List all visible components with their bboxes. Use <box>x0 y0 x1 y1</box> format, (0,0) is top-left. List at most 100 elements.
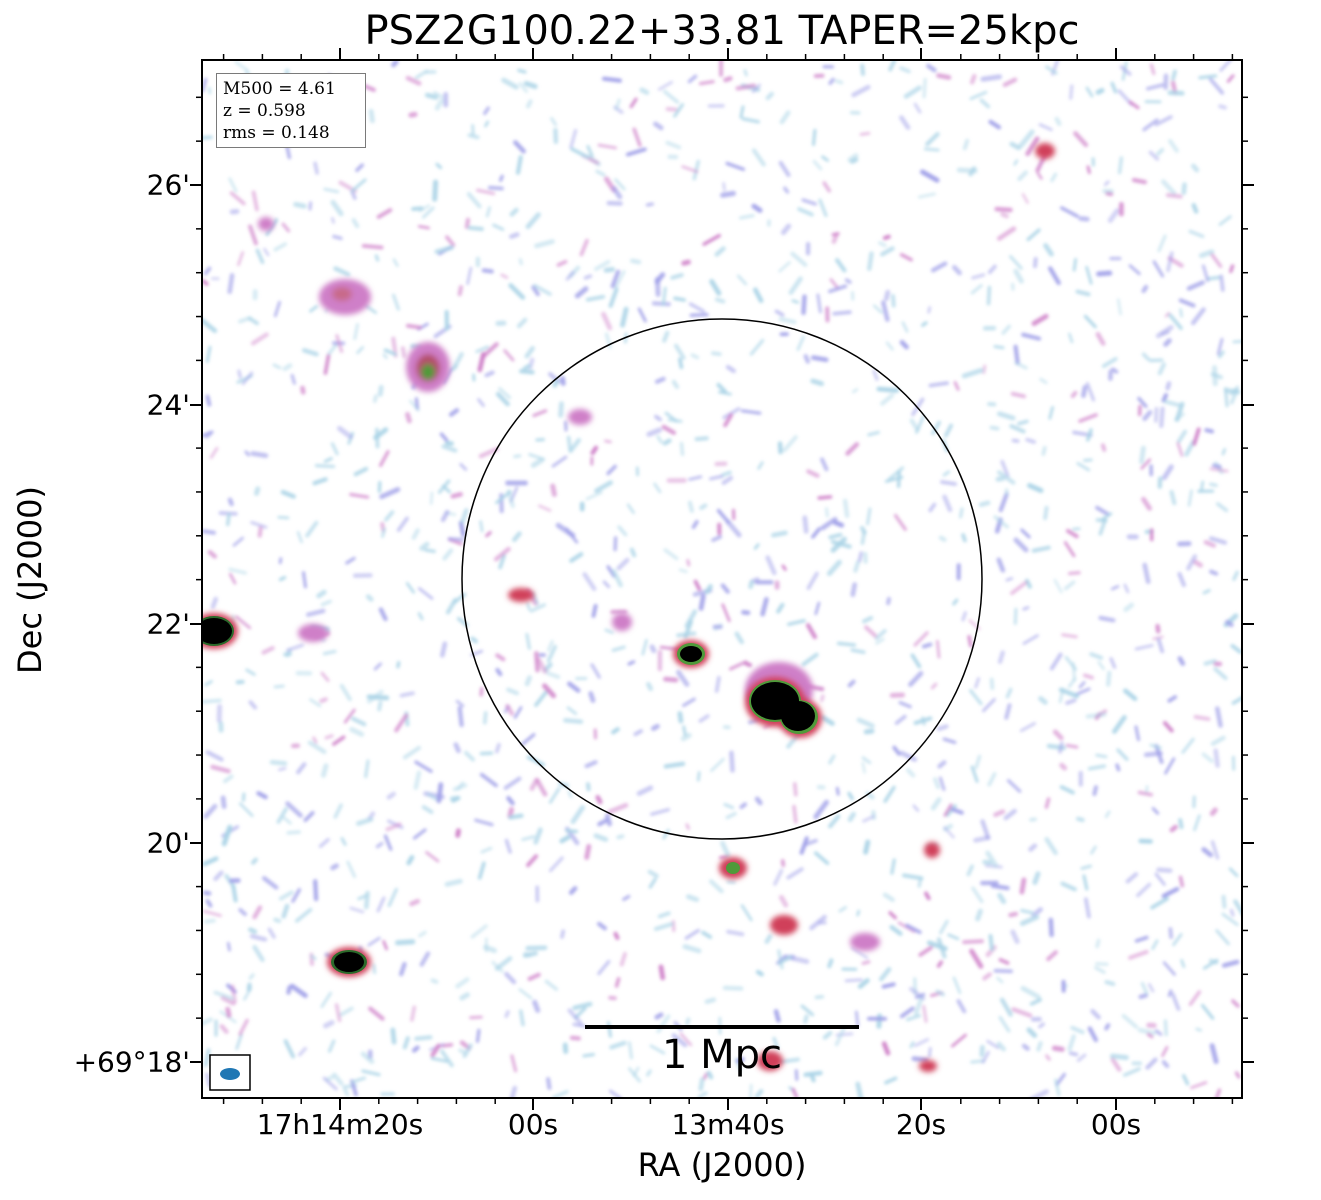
noise-speckle <box>565 270 575 281</box>
noise-speckle <box>1156 867 1173 873</box>
noise-speckle <box>510 1054 518 1073</box>
noise-speckle <box>1087 764 1107 771</box>
noise-speckle <box>430 1057 449 1063</box>
noise-speckle <box>969 689 983 706</box>
noise-speckle <box>1075 289 1091 297</box>
noise-speckle <box>986 285 992 306</box>
noise-speckle <box>567 790 573 799</box>
noise-speckle <box>911 1056 929 1063</box>
noise-speckle <box>330 442 339 456</box>
noise-speckle <box>952 598 959 606</box>
noise-speckle <box>726 880 736 885</box>
noise-speckle <box>836 641 857 647</box>
noise-speckle <box>1072 258 1077 272</box>
noise-speckle <box>409 399 420 412</box>
noise-speckle <box>1145 785 1149 794</box>
noise-speckle <box>1221 959 1240 968</box>
noise-speckle <box>739 802 747 809</box>
noise-speckle <box>1161 464 1174 481</box>
noise-speckle <box>574 286 589 299</box>
noise-speckle <box>861 761 866 774</box>
noise-speckle <box>458 1048 467 1055</box>
noise-speckle <box>886 596 891 606</box>
noise-speckle <box>662 438 672 446</box>
noise-speckle <box>905 1014 922 1022</box>
noise-speckle <box>1019 914 1040 926</box>
noise-speckle <box>997 470 1016 485</box>
noise-speckle <box>230 984 237 1004</box>
noise-speckle <box>457 285 463 297</box>
noise-speckle <box>913 716 933 725</box>
noise-speckle <box>834 79 844 85</box>
noise-speckle <box>525 99 533 109</box>
noise-speckle <box>409 898 421 907</box>
noise-speckle <box>853 560 860 573</box>
noise-speckle <box>1186 280 1205 291</box>
noise-speckle <box>463 750 476 762</box>
noise-speckle <box>936 639 941 659</box>
noise-speckle <box>548 787 561 804</box>
noise-speckle <box>1043 505 1049 521</box>
noise-speckle <box>988 119 1001 130</box>
noise-speckle <box>891 294 896 308</box>
noise-speckle <box>844 978 863 983</box>
noise-speckle <box>368 108 375 124</box>
noise-speckle <box>280 489 296 499</box>
noise-speckle <box>227 497 234 507</box>
noise-speckle <box>202 890 212 896</box>
noise-speckle <box>302 571 307 589</box>
noise-speckle <box>744 661 752 668</box>
noise-speckle <box>1155 623 1161 634</box>
noise-speckle <box>1086 428 1093 442</box>
noise-speckle <box>996 557 1006 573</box>
noise-speckle <box>810 378 824 387</box>
noise-speckle <box>1206 275 1221 281</box>
y-tick-label: 20' <box>146 826 190 860</box>
noise-speckle <box>560 375 566 386</box>
noise-speckle <box>801 652 819 667</box>
noise-speckle <box>509 1085 518 1098</box>
noise-speckle <box>723 413 734 428</box>
noise-speckle <box>333 803 343 819</box>
noise-speckle <box>470 924 488 939</box>
noise-speckle <box>1179 308 1183 318</box>
noise-speckle <box>1208 77 1225 95</box>
noise-speckle <box>653 121 664 131</box>
noise-speckle <box>936 960 944 968</box>
noise-speckle <box>300 385 306 395</box>
noise-speckle <box>455 977 470 989</box>
noise-speckle <box>584 843 592 860</box>
beam-ellipse <box>220 1068 240 1080</box>
noise-speckle <box>765 91 774 101</box>
noise-speckle <box>936 73 952 80</box>
axis-ticks <box>190 48 1254 1110</box>
noise-speckle <box>379 487 401 500</box>
noise-speckle <box>460 508 469 524</box>
noise-speckle <box>1022 606 1030 611</box>
noise-speckle <box>313 161 319 175</box>
noise-speckle <box>990 883 1010 891</box>
noise-speckle <box>417 225 430 230</box>
noise-speckle <box>1230 644 1242 654</box>
noise-speckle <box>845 442 860 456</box>
y-tick-label: 22' <box>146 607 190 641</box>
noise-speckle <box>475 345 490 354</box>
noise-speckle <box>498 553 506 570</box>
noise-speckle <box>269 760 288 766</box>
noise-speckle <box>1032 871 1041 885</box>
noise-speckle <box>1005 687 1013 699</box>
noise-speckle <box>909 986 926 1001</box>
noise-speckle <box>797 207 814 217</box>
noise-speckle <box>809 914 827 931</box>
noise-speckle <box>940 480 958 486</box>
noise-speckle <box>425 851 440 863</box>
noise-speckle <box>688 302 706 313</box>
noise-speckle <box>771 530 788 538</box>
noise-speckle <box>835 258 847 273</box>
noise-speckle <box>626 503 635 515</box>
noise-speckle <box>376 896 386 913</box>
noise-speckle <box>913 102 922 114</box>
noise-speckle <box>670 273 684 280</box>
noise-speckle <box>1109 1053 1129 1061</box>
noise-speckle <box>792 804 798 824</box>
